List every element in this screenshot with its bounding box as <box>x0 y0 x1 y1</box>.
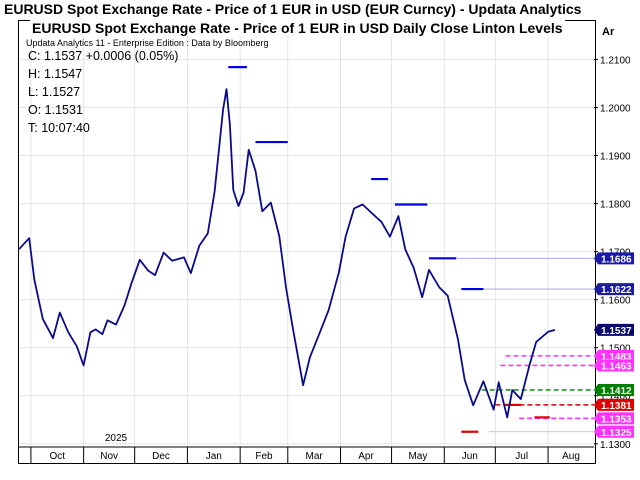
price-tag-box <box>594 323 634 336</box>
open-readout: O: 1.1531 <box>28 103 83 117</box>
price-series <box>18 88 556 419</box>
price-tag-box <box>594 283 634 296</box>
y-tick-label: 1.1900 <box>600 152 631 163</box>
price-tag: 1.1686 <box>594 252 634 265</box>
price-tag: 1.1463 <box>594 359 634 372</box>
price-tag-box <box>594 349 634 362</box>
price-tag-box <box>594 359 634 372</box>
price-tag-box <box>594 412 634 425</box>
price-tag: 1.1537 <box>594 323 634 337</box>
price-tag-box <box>594 425 634 438</box>
price-tag-label: 1.1686 <box>601 254 632 265</box>
price-tag-label: 1.1381 <box>601 401 632 412</box>
x-tick-label: Apr <box>358 451 374 462</box>
window-title: EURUSD Spot Exchange Rate - Price of 1 E… <box>0 0 640 18</box>
y-tick-label: 1.1600 <box>600 296 631 307</box>
x-tick-label: Dec <box>152 451 170 462</box>
x-tick-label: Mar <box>306 451 324 462</box>
data-source-label: Updata Analytics 11 - Enterprise Edition… <box>26 38 269 48</box>
x-tick-label: Feb <box>255 451 273 462</box>
price-tag-box <box>594 398 634 411</box>
x-tick-label: Jul <box>515 451 528 462</box>
price-tag-box <box>594 252 634 265</box>
y-tick-label: 1.1500 <box>600 344 631 355</box>
price-tag-label: 1.1325 <box>601 428 632 439</box>
y-tick-label: 1.1800 <box>600 200 631 211</box>
price-tag-label: 1.1412 <box>601 386 632 397</box>
x-tick-label: Jun <box>462 451 478 462</box>
price-tag-label: 1.1463 <box>601 361 632 372</box>
y-tick-label: 1.2000 <box>600 103 631 114</box>
price-tag: 1.1325 <box>594 425 634 439</box>
price-tag-label: 1.1483 <box>601 352 632 363</box>
price-tag-label: 1.1537 <box>601 326 632 337</box>
price-tag: 1.1483 <box>594 349 634 363</box>
high-readout: H: 1.1547 <box>28 67 83 81</box>
linton-levels <box>228 66 594 433</box>
close-readout: C: 1.1537 +0.0006 (0.05%) <box>28 49 179 63</box>
price-tag-box <box>594 383 634 396</box>
y-tick-label: 1.1400 <box>600 392 631 403</box>
low-readout: L: 1.1527 <box>28 85 81 99</box>
axis-currency-label: Ar <box>602 26 615 38</box>
x-axis: Oct Nov Dec Jan Feb Mar Apr May Jun Jul Aug 2025 <box>19 433 594 463</box>
price-line <box>18 88 556 419</box>
price-tag: 1.1353 <box>594 412 634 425</box>
y-tick-label: 1.1300 <box>600 440 631 451</box>
price-tag: 1.1381 <box>594 398 634 412</box>
x-tick-label: May <box>408 451 427 462</box>
price-tag-label: 1.1353 <box>601 414 632 425</box>
x-tick-label: Aug <box>562 451 580 462</box>
y-tick-label: 1.2100 <box>600 55 631 66</box>
x-tick-label: Jan <box>206 451 222 462</box>
price-tag-label: 1.1622 <box>601 285 632 296</box>
year-label: 2025 <box>105 433 128 444</box>
x-tick-label: Nov <box>100 451 118 462</box>
grid-lines <box>19 21 594 447</box>
x-tick-label: Oct <box>49 451 65 462</box>
price-tag: 1.1412 <box>594 383 634 397</box>
chart-title: EURUSD Spot Exchange Rate - Price of 1 E… <box>30 20 565 36</box>
price-tag: 1.1622 <box>594 283 634 296</box>
time-readout: T: 10:07:40 <box>28 121 90 135</box>
